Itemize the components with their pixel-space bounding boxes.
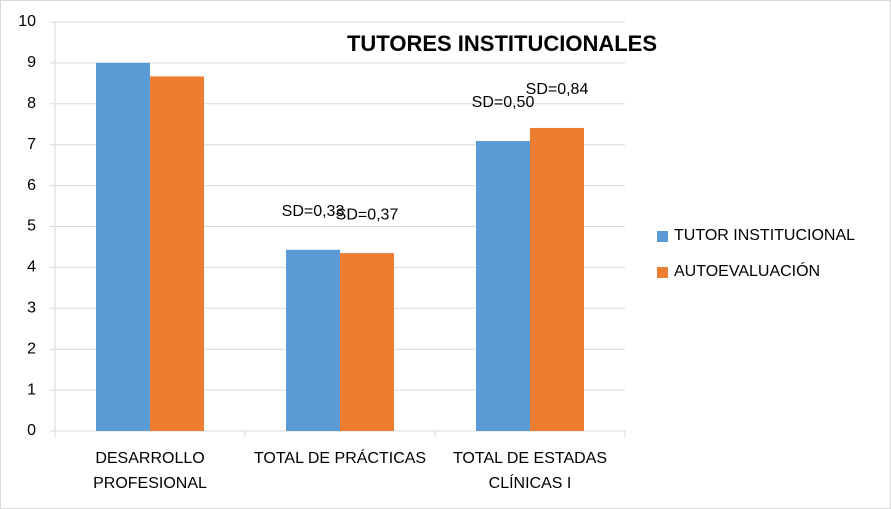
bar-annotation: SD=0,84: [526, 81, 589, 98]
legend-label: AUTOEVALUACIÓN: [674, 261, 820, 280]
y-tick-label: 2: [27, 340, 36, 357]
y-tick-label: 6: [27, 177, 36, 194]
y-tick-label: 1: [27, 381, 36, 398]
bar-annotation: SD=0,33: [282, 203, 345, 220]
y-tick-label: 10: [18, 13, 36, 30]
bar: [286, 249, 340, 431]
bar-annotation: SD=0,37: [336, 206, 399, 223]
y-tick-label: 5: [27, 218, 36, 235]
y-tick-label: 3: [27, 300, 36, 317]
bar: [530, 127, 584, 431]
bar: [96, 62, 150, 432]
bar-annotation: SD=0,50: [472, 94, 535, 111]
y-tick-label: 9: [27, 54, 36, 71]
y-tick-label: 0: [27, 422, 36, 439]
bar: [340, 253, 394, 431]
legend-swatch: [657, 267, 668, 278]
legend-swatch: [657, 231, 668, 242]
chart-title: TUTORES INSTITUCIONALES: [347, 31, 657, 56]
y-tick-label: 8: [27, 95, 36, 112]
x-tick-label: TOTAL DE ESTADAS CLÍNICAS I: [452, 450, 608, 492]
legend-label: TUTOR INSTITUCIONAL: [674, 227, 855, 244]
bar: [476, 141, 530, 432]
y-tick-label: 7: [27, 136, 36, 153]
y-tick-label: 4: [27, 259, 36, 276]
x-tick-label: TOTAL DE PRÁCTICAS: [253, 450, 427, 467]
bar: [150, 76, 204, 431]
x-tick-label: DESARROLLO PROFESIONAL: [93, 450, 207, 492]
